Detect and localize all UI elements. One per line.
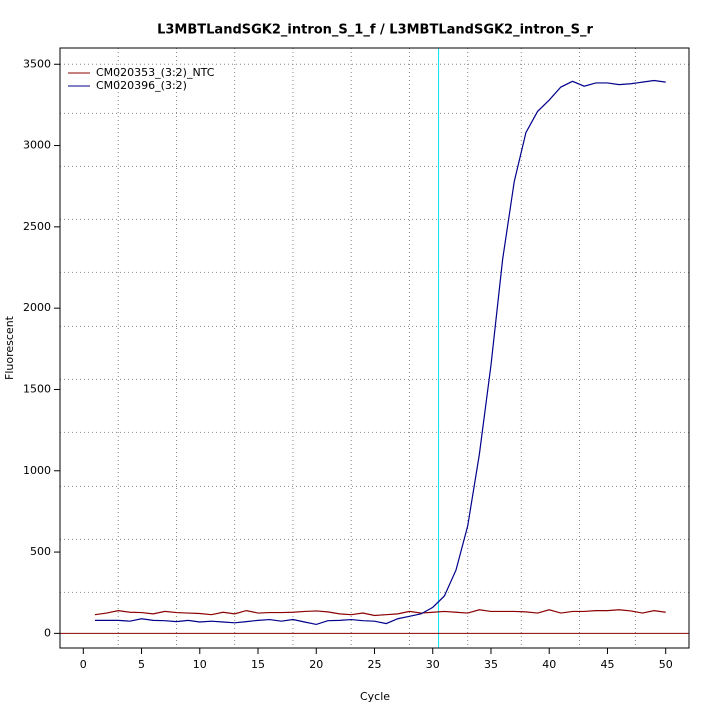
x-tick-label: 20	[309, 658, 323, 671]
y-tick-label: 1000	[23, 464, 51, 477]
x-tick-label: 5	[138, 658, 145, 671]
y-tick-label: 0	[44, 626, 51, 639]
y-tick-label: 1500	[23, 382, 51, 395]
x-tick-label: 25	[368, 658, 382, 671]
plot-frame	[59, 47, 690, 649]
x-tick-label: 50	[659, 658, 673, 671]
series-line	[94, 609, 666, 617]
y-tick-label: 2000	[23, 301, 51, 314]
x-axis-label: Cycle	[360, 690, 390, 703]
legend-label: CM020396_(3:2)	[96, 79, 187, 92]
x-tick-label: 0	[80, 658, 87, 671]
y-tick-label: 3000	[23, 139, 51, 152]
x-tick-label: 40	[542, 658, 556, 671]
chart-title: L3MBTLandSGK2_intron_S_1_f / L3MBTLandSG…	[157, 23, 593, 38]
x-tick-label: 30	[426, 658, 440, 671]
x-tick-label: 10	[193, 658, 207, 671]
x-tick-label: 35	[484, 658, 498, 671]
y-tick-label: 3500	[23, 57, 51, 70]
legend-label: CM020353_(3:2)_NTC	[96, 66, 215, 79]
x-tick-label: 15	[251, 658, 265, 671]
y-tick-label: 500	[30, 545, 51, 558]
y-tick-label: 2500	[23, 220, 51, 233]
y-axis-label: Fluorescent	[3, 315, 16, 380]
series-line	[94, 79, 666, 626]
x-tick-label: 45	[600, 658, 614, 671]
